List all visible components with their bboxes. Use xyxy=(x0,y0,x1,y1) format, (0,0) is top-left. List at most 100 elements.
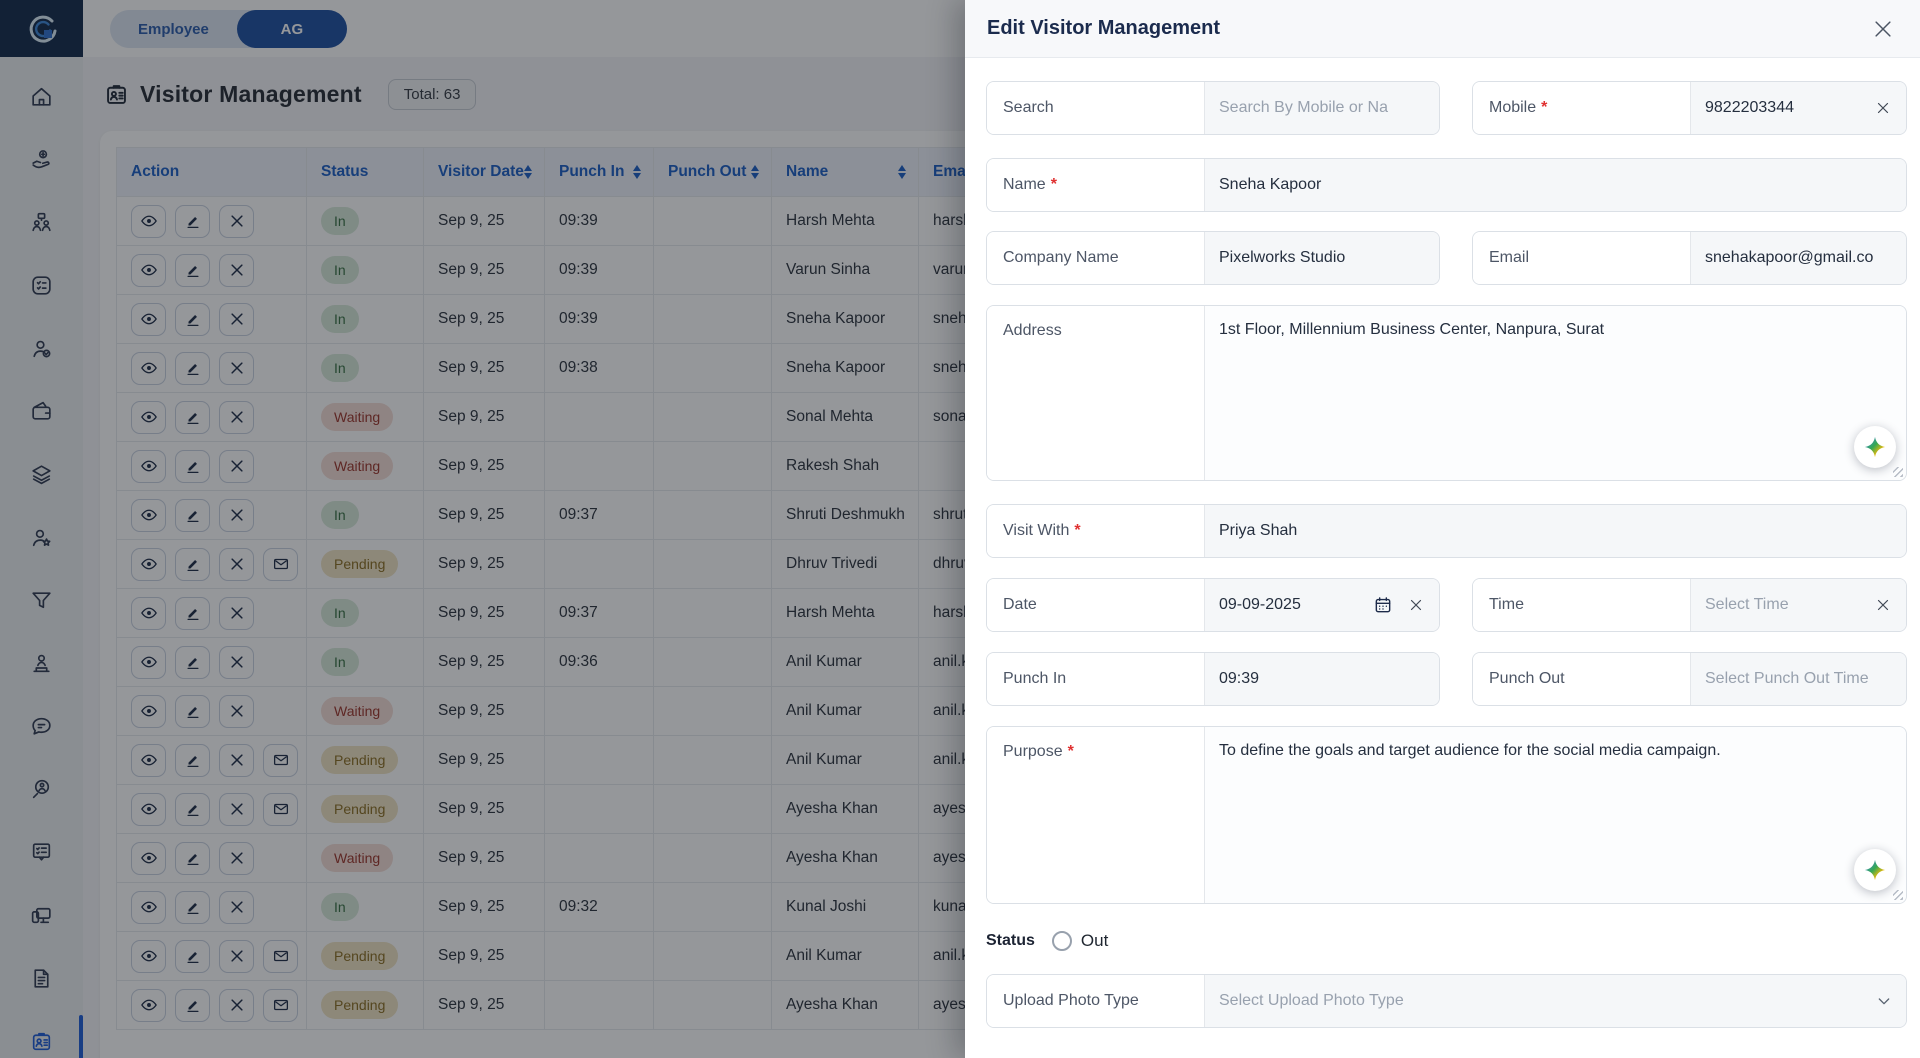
sidebar-item-filter[interactable] xyxy=(0,569,83,632)
view-button[interactable] xyxy=(131,400,166,434)
mail-button[interactable] xyxy=(263,547,298,581)
sidebar-item-layers[interactable] xyxy=(0,443,83,506)
punch-in-input[interactable] xyxy=(1219,670,1425,688)
delete-button[interactable] xyxy=(219,939,254,973)
view-button[interactable] xyxy=(131,204,166,238)
ai-assist-button[interactable] xyxy=(1854,849,1896,891)
punch-out-input[interactable] xyxy=(1705,670,1892,688)
edit-button[interactable] xyxy=(175,645,210,679)
delete-button[interactable] xyxy=(219,890,254,924)
delete-button[interactable] xyxy=(219,498,254,532)
mobile-input[interactable] xyxy=(1705,99,1862,117)
upload-photo-type-select[interactable]: Select Upload Photo Type xyxy=(1205,975,1906,1027)
calendar-icon[interactable] xyxy=(1373,595,1393,615)
sidebar-item-screening[interactable] xyxy=(0,758,83,821)
view-button[interactable] xyxy=(131,743,166,777)
delete-button[interactable] xyxy=(219,302,254,336)
delete-button[interactable] xyxy=(219,792,254,826)
view-button[interactable] xyxy=(131,694,166,728)
sidebar-item-wallet[interactable] xyxy=(0,380,83,443)
view-button[interactable] xyxy=(131,939,166,973)
edit-button[interactable] xyxy=(175,596,210,630)
mail-button[interactable] xyxy=(263,792,298,826)
address-textarea[interactable]: 1st Floor, Millennium Business Center, N… xyxy=(1205,306,1906,480)
purpose-textarea[interactable]: To define the goals and target audience … xyxy=(1205,727,1906,903)
clear-time-icon[interactable] xyxy=(1874,596,1892,614)
sidebar-item-documents[interactable] xyxy=(0,947,83,1010)
sort-icon[interactable] xyxy=(524,165,532,179)
edit-button[interactable] xyxy=(175,204,210,238)
sidebar-item-reception[interactable] xyxy=(0,632,83,695)
delete-button[interactable] xyxy=(219,204,254,238)
ai-assist-button[interactable] xyxy=(1854,426,1896,468)
sidebar-item-home[interactable] xyxy=(0,65,83,128)
delete-button[interactable] xyxy=(219,743,254,777)
delete-button[interactable] xyxy=(219,694,254,728)
edit-button[interactable] xyxy=(175,400,210,434)
clear-mobile-icon[interactable] xyxy=(1874,99,1892,117)
delete-button[interactable] xyxy=(219,400,254,434)
view-button[interactable] xyxy=(131,890,166,924)
col-header-visitor-date[interactable]: Visitor Date xyxy=(423,147,545,197)
delete-button[interactable] xyxy=(219,988,254,1022)
edit-button[interactable] xyxy=(175,449,210,483)
delete-button[interactable] xyxy=(219,449,254,483)
edit-button[interactable] xyxy=(175,988,210,1022)
sidebar-item-payroll[interactable] xyxy=(0,128,83,191)
role-option-ag[interactable]: AG xyxy=(236,10,347,48)
view-button[interactable] xyxy=(131,792,166,826)
delete-button[interactable] xyxy=(219,841,254,875)
delete-button[interactable] xyxy=(219,253,254,287)
mail-button[interactable] xyxy=(263,743,298,777)
status-out-radio[interactable] xyxy=(1051,931,1072,951)
sidebar-item-attendance[interactable] xyxy=(0,317,83,380)
sidebar-item-visitor-management[interactable] xyxy=(0,1010,83,1058)
sidebar-item-meeting[interactable] xyxy=(0,191,83,254)
view-button[interactable] xyxy=(131,449,166,483)
view-button[interactable] xyxy=(131,841,166,875)
sidebar-item-tasks[interactable] xyxy=(0,254,83,317)
date-input[interactable]: 09-09-2025 xyxy=(1205,579,1439,631)
delete-button[interactable] xyxy=(219,645,254,679)
sidebar-item-performance[interactable] xyxy=(0,506,83,569)
edit-button[interactable] xyxy=(175,351,210,385)
edit-button[interactable] xyxy=(175,498,210,532)
view-button[interactable] xyxy=(131,596,166,630)
edit-button[interactable] xyxy=(175,939,210,973)
time-input[interactable]: Select Time xyxy=(1691,579,1906,631)
edit-button[interactable] xyxy=(175,743,210,777)
edit-button[interactable] xyxy=(175,890,210,924)
edit-button[interactable] xyxy=(175,841,210,875)
drawer-close-button[interactable] xyxy=(1872,18,1894,40)
name-input[interactable] xyxy=(1219,176,1892,194)
edit-button[interactable] xyxy=(175,302,210,336)
mail-button[interactable] xyxy=(263,988,298,1022)
edit-button[interactable] xyxy=(175,792,210,826)
view-button[interactable] xyxy=(131,547,166,581)
view-button[interactable] xyxy=(131,302,166,336)
view-button[interactable] xyxy=(131,498,166,532)
search-input[interactable] xyxy=(1219,99,1425,117)
delete-button[interactable] xyxy=(219,596,254,630)
company-input[interactable] xyxy=(1219,249,1425,267)
view-button[interactable] xyxy=(131,351,166,385)
edit-button[interactable] xyxy=(175,547,210,581)
view-button[interactable] xyxy=(131,645,166,679)
edit-button[interactable] xyxy=(175,253,210,287)
col-header-punch-in[interactable]: Punch In xyxy=(544,147,654,197)
resize-handle[interactable] xyxy=(1893,890,1903,900)
edit-button[interactable] xyxy=(175,694,210,728)
app-logo[interactable] xyxy=(0,0,83,57)
sidebar-item-feedback[interactable] xyxy=(0,821,83,884)
clear-date-icon[interactable] xyxy=(1407,596,1425,614)
sort-icon[interactable] xyxy=(898,165,906,179)
sidebar-item-devices[interactable] xyxy=(0,884,83,947)
delete-button[interactable] xyxy=(219,351,254,385)
delete-button[interactable] xyxy=(219,547,254,581)
view-button[interactable] xyxy=(131,988,166,1022)
sort-icon[interactable] xyxy=(751,165,759,179)
mail-button[interactable] xyxy=(263,939,298,973)
role-option-employee[interactable]: Employee xyxy=(138,20,209,38)
view-button[interactable] xyxy=(131,253,166,287)
sidebar-item-chat[interactable] xyxy=(0,695,83,758)
